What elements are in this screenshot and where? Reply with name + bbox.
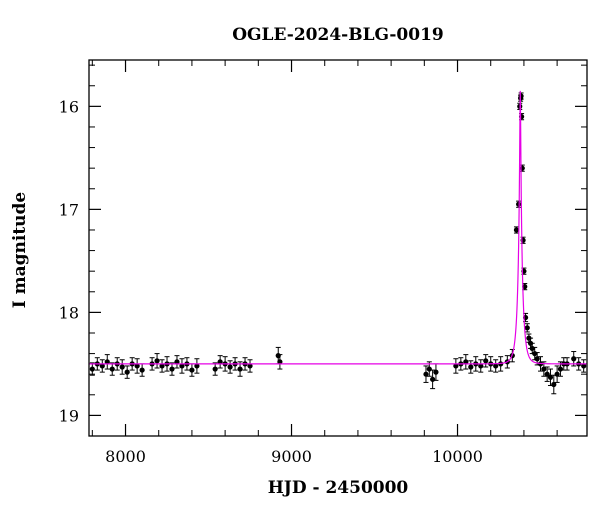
- point-marker: [140, 367, 145, 372]
- data-point: [125, 366, 130, 378]
- data-point: [581, 360, 586, 372]
- data-point: [493, 360, 498, 372]
- data-point: [100, 360, 105, 372]
- y-tick-label: 18: [59, 303, 79, 322]
- data-point: [179, 359, 184, 373]
- point-marker: [120, 364, 125, 369]
- data-point: [140, 364, 145, 376]
- point-marker: [532, 351, 537, 356]
- point-marker: [228, 364, 233, 369]
- point-marker: [558, 366, 563, 371]
- data-point: [483, 355, 488, 367]
- data-point: [194, 359, 199, 373]
- y-tick-label: 16: [59, 97, 79, 116]
- y-tick-label: 19: [59, 406, 79, 425]
- point-marker: [90, 366, 95, 371]
- data-point: [189, 364, 194, 376]
- point-marker: [430, 377, 435, 382]
- point-marker: [169, 366, 174, 371]
- data-point: [105, 355, 110, 369]
- point-marker: [125, 370, 130, 375]
- model-line: [89, 91, 587, 364]
- data-point: [463, 355, 468, 369]
- point-marker: [433, 370, 438, 375]
- point-marker: [571, 356, 576, 361]
- x-axis-label: HJD - 2450000: [268, 478, 409, 498]
- data-point: [120, 360, 125, 374]
- y-axis-label: I magnitude: [10, 192, 30, 309]
- data-point: [213, 363, 218, 375]
- data-point: [159, 360, 164, 372]
- data-point: [174, 356, 179, 368]
- data-point: [478, 360, 483, 372]
- point-marker: [110, 366, 115, 371]
- data-point: [228, 361, 233, 373]
- data-point: [247, 360, 252, 372]
- point-marker: [518, 93, 523, 98]
- point-marker: [189, 367, 194, 372]
- point-marker: [213, 366, 218, 371]
- plot-frame: [89, 60, 587, 436]
- point-marker: [237, 366, 242, 371]
- data-point: [110, 363, 115, 375]
- data-point: [218, 356, 223, 368]
- point-marker: [483, 358, 488, 363]
- data-point: [468, 361, 473, 373]
- chart-title: OGLE-2024-BLG-0019: [232, 25, 444, 45]
- data-point: [154, 354, 159, 368]
- axis-ticks: 8000 9000 10000 16 17 18 19: [59, 60, 587, 466]
- point-marker: [468, 364, 473, 369]
- model-curve: [89, 91, 587, 364]
- point-marker: [427, 366, 432, 371]
- data-points: [90, 93, 587, 394]
- data-point: [453, 359, 458, 373]
- data-point: [135, 359, 140, 373]
- data-point: [169, 363, 174, 375]
- x-tick-label: 10000: [432, 447, 483, 466]
- x-tick-label: 9000: [271, 447, 312, 466]
- data-point: [90, 363, 95, 375]
- data-point: [525, 324, 530, 332]
- point-marker: [530, 346, 535, 351]
- point-marker: [525, 325, 530, 330]
- x-tick-label: 8000: [105, 447, 146, 466]
- point-marker: [154, 358, 159, 363]
- y-tick-label: 17: [59, 200, 79, 219]
